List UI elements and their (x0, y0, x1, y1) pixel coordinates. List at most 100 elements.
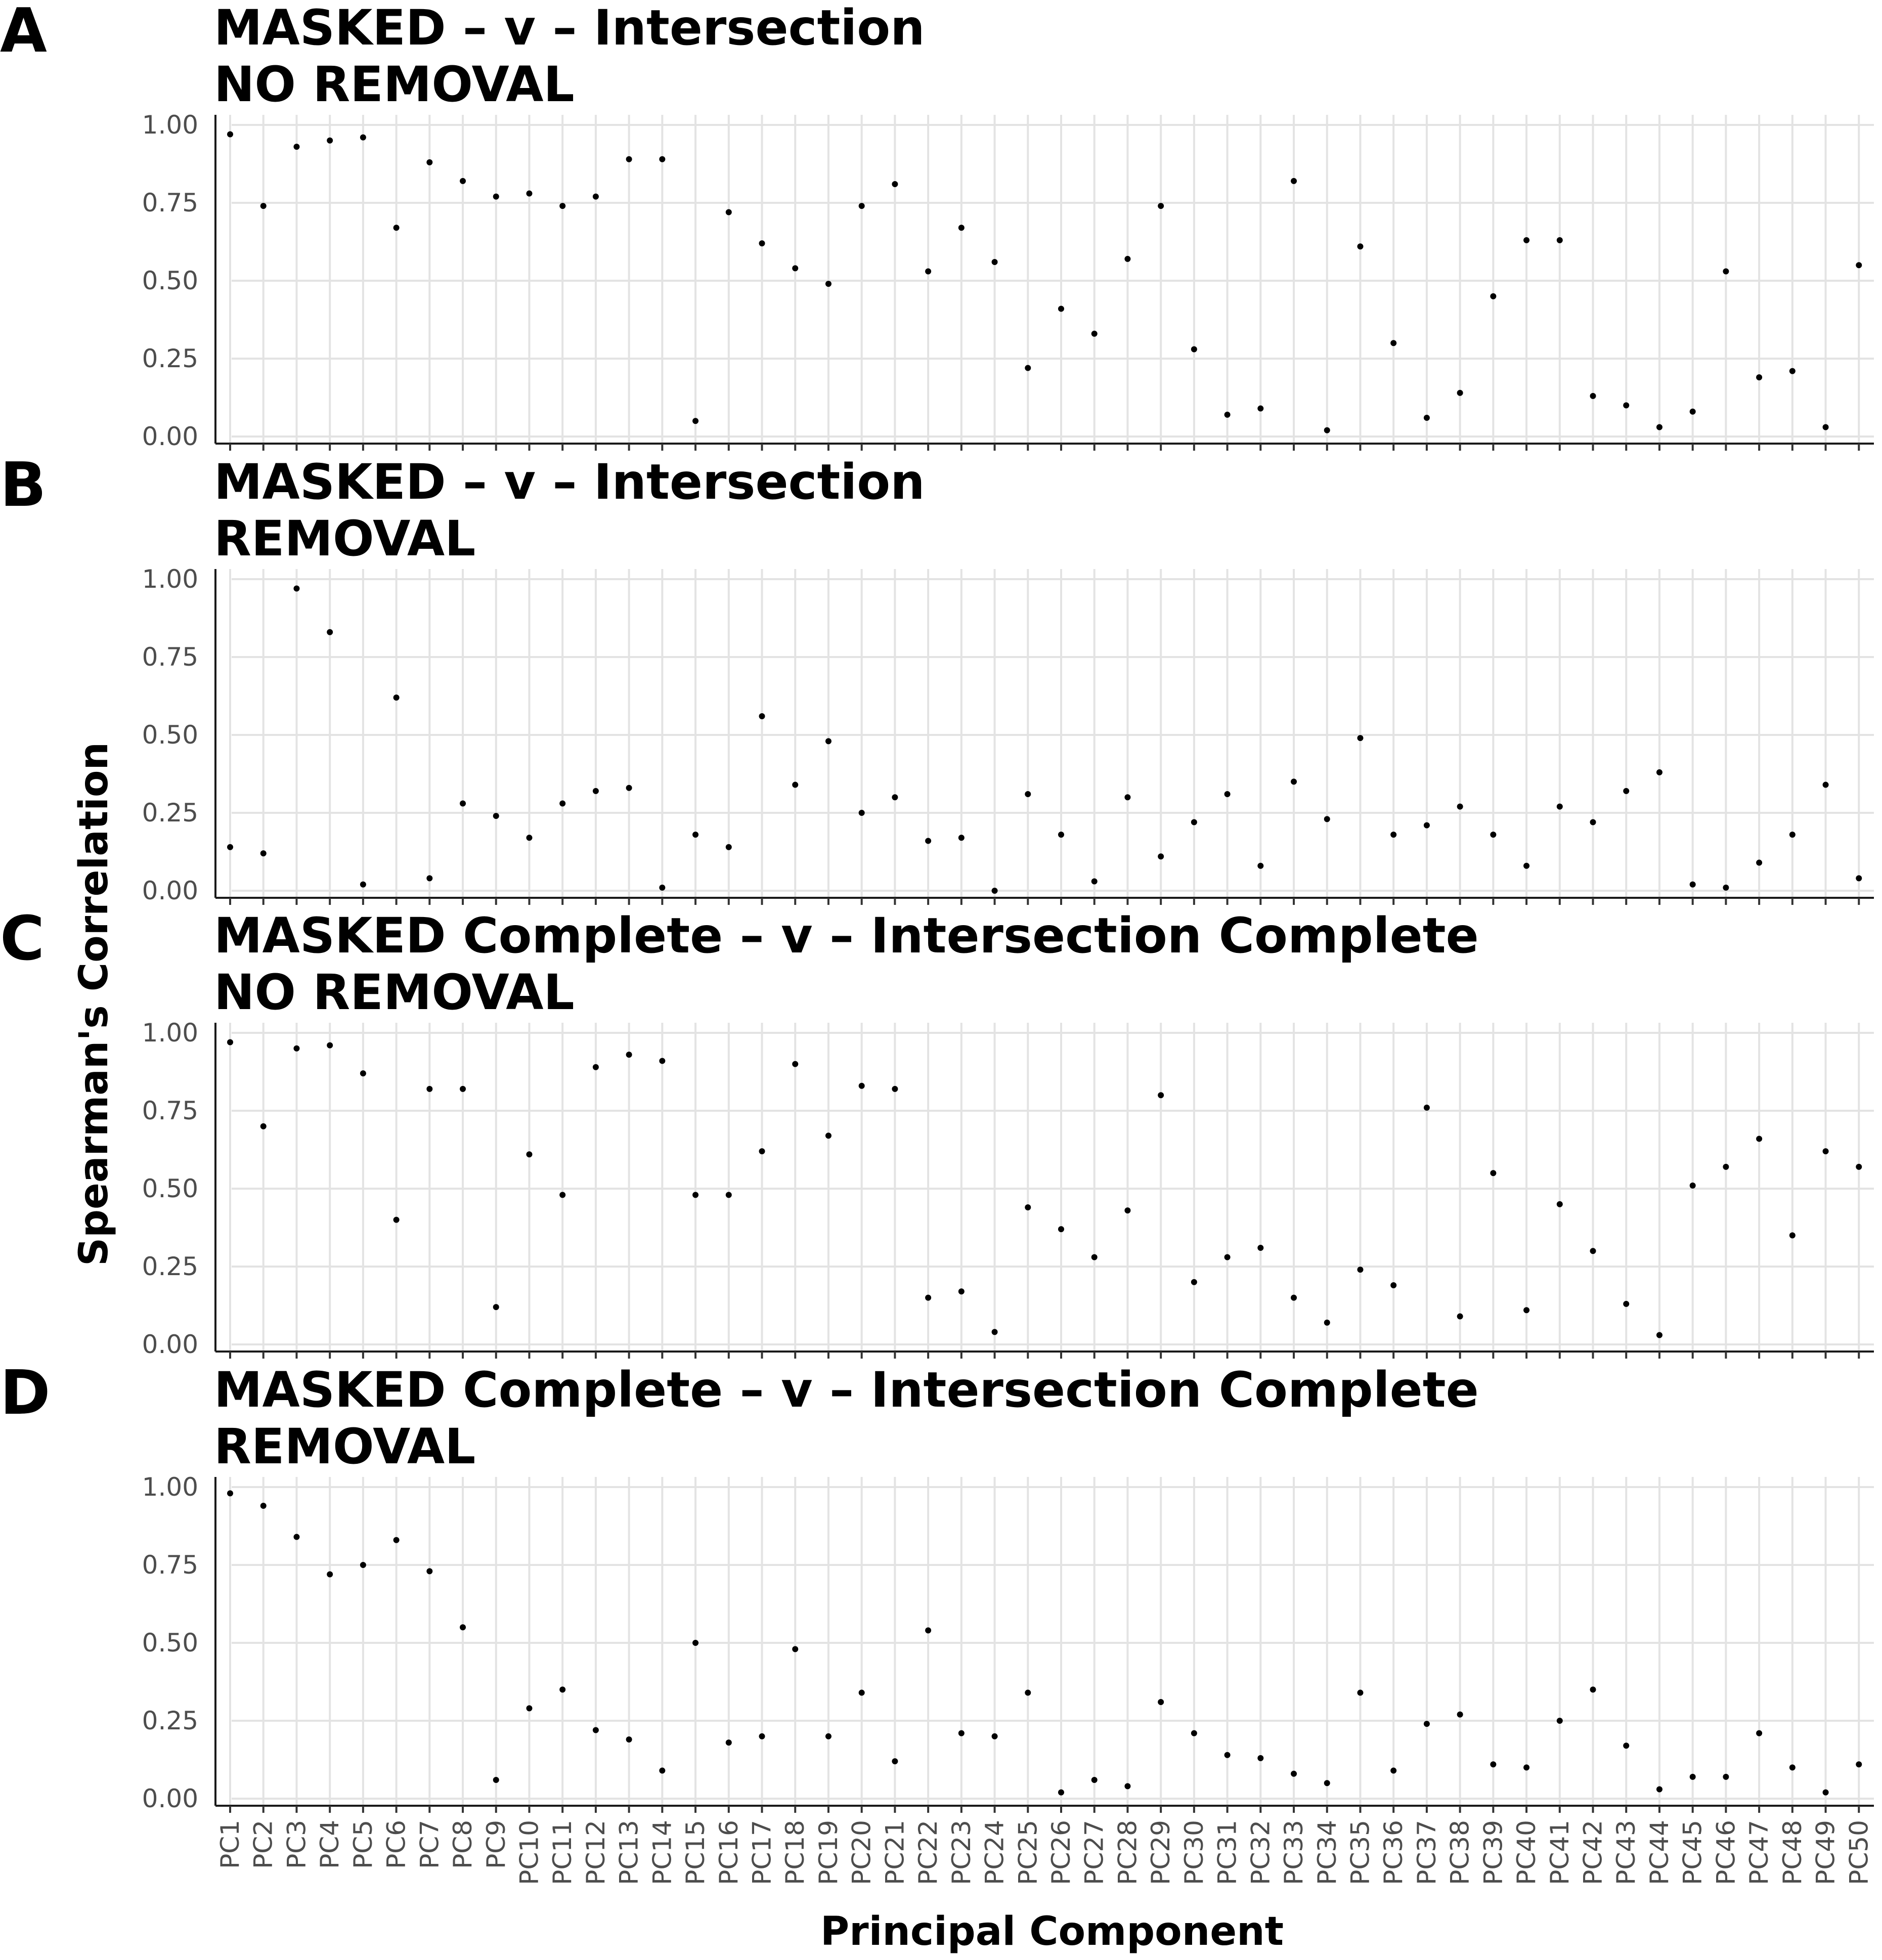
y-tick-label: 0.00 (142, 1784, 198, 1813)
data-point-pc1 (227, 1039, 233, 1046)
data-point-pc11 (559, 1192, 566, 1198)
data-point-pc43 (1623, 402, 1630, 409)
data-point-pc21 (892, 1085, 898, 1092)
data-point-pc6 (393, 694, 400, 701)
data-point-pc7 (426, 1568, 433, 1575)
data-point-pc2 (260, 1123, 267, 1129)
data-point-pc2 (260, 203, 267, 209)
x-tick-label: PC3 (282, 1820, 311, 1869)
data-point-pc32 (1257, 1245, 1264, 1251)
x-tick-label: PC27 (1080, 1820, 1109, 1885)
data-point-pc15 (692, 1640, 699, 1646)
data-point-pc41 (1556, 1201, 1563, 1207)
data-point-pc2 (260, 850, 267, 857)
data-point-pc9 (493, 1304, 499, 1311)
data-point-pc2 (260, 1502, 267, 1509)
data-point-pc23 (958, 1288, 965, 1295)
data-point-pc43 (1623, 788, 1630, 794)
data-point-pc30 (1191, 1279, 1197, 1285)
data-point-pc21 (892, 1758, 898, 1765)
x-tick-label: PC17 (748, 1820, 777, 1885)
x-tick-label: PC21 (880, 1820, 909, 1885)
data-point-pc3 (293, 585, 300, 592)
data-point-pc38 (1457, 389, 1463, 396)
data-point-pc17 (759, 713, 765, 720)
data-point-pc42 (1590, 1686, 1596, 1693)
data-point-pc18 (792, 265, 799, 272)
y-tick-label: 1.00 (142, 1018, 198, 1048)
y-tick-label: 0.50 (142, 1628, 198, 1658)
data-point-pc40 (1523, 237, 1530, 243)
data-point-pc50 (1856, 262, 1862, 269)
data-point-pc20 (858, 1689, 865, 1696)
data-point-pc13 (626, 156, 632, 162)
data-point-pc44 (1656, 1332, 1662, 1338)
data-point-pc27 (1091, 878, 1098, 885)
data-point-pc44 (1656, 424, 1662, 430)
data-point-pc46 (1723, 884, 1729, 891)
data-point-pc39 (1490, 1170, 1497, 1177)
data-point-pc3 (293, 144, 300, 150)
x-tick-label: PC46 (1711, 1820, 1740, 1885)
y-tick-label: 0.75 (142, 1096, 198, 1125)
x-tick-label: PC44 (1645, 1820, 1674, 1885)
data-point-pc42 (1590, 1248, 1596, 1254)
data-point-pc49 (1822, 424, 1829, 430)
data-point-pc32 (1257, 405, 1264, 412)
x-tick-label: PC49 (1811, 1820, 1841, 1885)
data-point-pc18 (792, 781, 799, 788)
panel-letter: C (0, 904, 45, 974)
data-point-pc38 (1457, 1711, 1463, 1718)
data-point-pc26 (1058, 306, 1064, 312)
data-point-pc48 (1789, 1764, 1796, 1771)
data-point-pc27 (1091, 1254, 1098, 1260)
data-point-pc1 (227, 1490, 233, 1497)
data-point-pc24 (991, 259, 998, 266)
data-point-pc22 (925, 268, 932, 275)
data-point-pc40 (1523, 1307, 1530, 1314)
data-point-pc31 (1224, 1254, 1231, 1260)
data-point-pc35 (1357, 243, 1364, 250)
data-point-pc28 (1124, 1207, 1131, 1214)
data-point-pc26 (1058, 832, 1064, 838)
data-point-pc28 (1124, 794, 1131, 801)
data-point-pc12 (592, 193, 599, 200)
y-tick-label: 0.25 (142, 1252, 198, 1281)
x-tick-label: PC37 (1412, 1820, 1441, 1885)
y-tick-label: 0.00 (142, 1330, 198, 1359)
data-point-pc50 (1856, 1761, 1862, 1768)
data-point-pc34 (1324, 1319, 1330, 1326)
data-point-pc24 (991, 1329, 998, 1335)
data-point-pc48 (1789, 832, 1796, 838)
y-tick-label: 1.00 (142, 110, 198, 140)
x-tick-label: PC16 (714, 1820, 743, 1885)
data-point-pc4 (327, 629, 333, 635)
data-point-pc8 (460, 1624, 466, 1631)
data-point-pc45 (1689, 881, 1696, 888)
data-point-pc13 (626, 1052, 632, 1058)
x-tick-label: PC48 (1778, 1820, 1807, 1885)
data-point-pc12 (592, 1064, 599, 1070)
data-point-pc8 (460, 178, 466, 184)
data-point-pc43 (1623, 1300, 1630, 1307)
data-point-pc42 (1590, 819, 1596, 825)
data-point-pc35 (1357, 735, 1364, 742)
data-point-pc27 (1091, 330, 1098, 337)
data-point-pc10 (526, 835, 533, 841)
data-point-pc28 (1124, 1783, 1131, 1790)
y-tick-label: 0.75 (142, 1550, 198, 1580)
data-point-pc8 (460, 800, 466, 807)
y-tick-label: 0.25 (142, 344, 198, 373)
x-tick-label: PC8 (448, 1820, 477, 1869)
x-tick-label: PC22 (913, 1820, 943, 1885)
data-point-pc47 (1756, 374, 1763, 380)
x-tick-label: PC43 (1611, 1820, 1641, 1885)
data-point-pc36 (1390, 832, 1397, 838)
data-point-pc33 (1291, 778, 1297, 785)
data-point-pc37 (1423, 822, 1430, 829)
data-point-pc4 (327, 1042, 333, 1049)
data-point-pc20 (858, 810, 865, 816)
x-tick-label: PC28 (1113, 1820, 1142, 1885)
data-point-pc50 (1856, 1163, 1862, 1170)
